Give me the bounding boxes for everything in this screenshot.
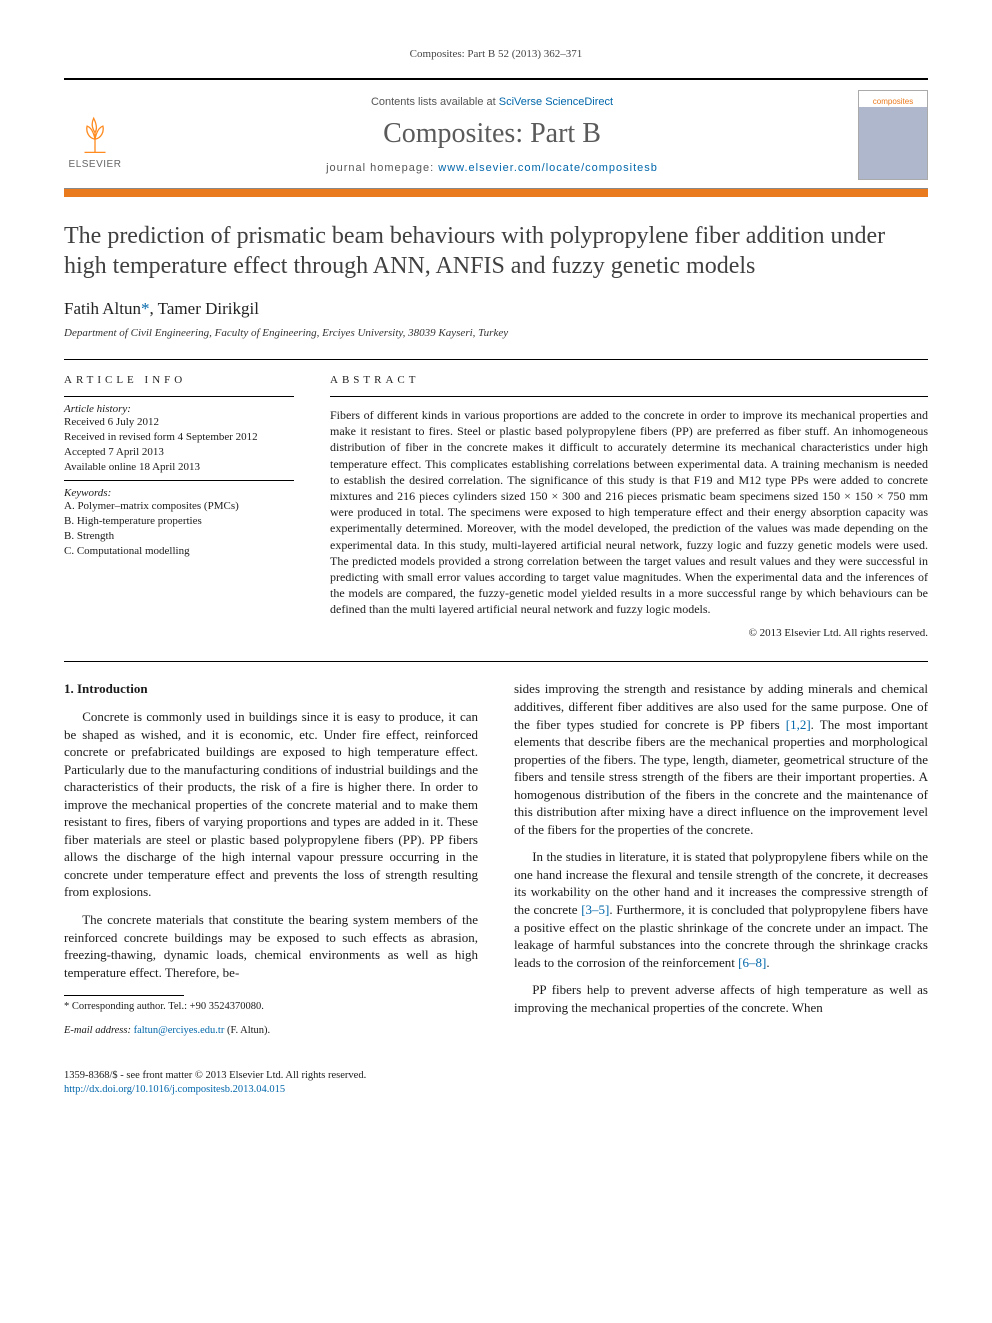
para: In the studies in literature, it is stat… <box>514 848 928 971</box>
rule <box>64 359 928 360</box>
cover-word: composites <box>873 97 913 106</box>
history-label: Article history: <box>64 403 294 415</box>
authors: Fatih Altun*, Tamer Dirikgil <box>64 299 928 319</box>
history-lines: Received 6 July 2012 Received in revised… <box>64 415 294 474</box>
author-1: Fatih Altun <box>64 299 141 318</box>
abstract-block: ABSTRACT Fibers of different kinds in va… <box>330 374 928 639</box>
homepage-prefix: journal homepage: <box>326 162 438 174</box>
column-left: 1. Introduction Concrete is commonly use… <box>64 680 478 1047</box>
article-info-heading: ARTICLE INFO <box>64 374 294 386</box>
header-band: ELSEVIER Contents lists available at Sci… <box>64 78 928 189</box>
email-link[interactable]: faltun@erciyes.edu.tr <box>134 1025 225 1036</box>
info-row: ARTICLE INFO Article history: Received 6… <box>64 374 928 639</box>
article-title: The prediction of prismatic beam behavio… <box>64 221 928 281</box>
publisher-name: ELSEVIER <box>69 159 122 170</box>
email-suffix: (F. Altun). <box>227 1025 270 1036</box>
para-frag: . <box>766 955 769 970</box>
footnotes: * Corresponding author. Tel.: +90 352437… <box>64 1000 478 1037</box>
body-rule <box>64 661 928 662</box>
journal-name: Composites: Part B <box>142 118 842 150</box>
keyword-item: A. Polymer–matrix composites (PMCs) <box>64 499 294 514</box>
contents-line: Contents lists available at SciVerse Sci… <box>142 96 842 108</box>
article-info: ARTICLE INFO Article history: Received 6… <box>64 374 294 639</box>
para: The concrete materials that constitute t… <box>64 911 478 981</box>
page: Composites: Part B 52 (2013) 362–371 ELS… <box>0 0 992 1137</box>
para: PP fibers help to prevent adverse affect… <box>514 981 928 1016</box>
column-right: sides improving the strength and resista… <box>514 680 928 1047</box>
publisher-logo: ELSEVIER <box>64 100 126 170</box>
keyword-item: C. Computational modelling <box>64 544 294 559</box>
sciencedirect-link[interactable]: SciVerse ScienceDirect <box>499 96 613 108</box>
affiliation: Department of Civil Engineering, Faculty… <box>64 327 928 339</box>
citation-line: Composites: Part B 52 (2013) 362–371 <box>64 48 928 60</box>
abstract-text: Fibers of different kinds in various pro… <box>330 407 928 617</box>
header-center: Contents lists available at SciVerse Sci… <box>142 96 842 174</box>
ref-link[interactable]: [6–8] <box>738 955 766 970</box>
front-matter-line: 1359-8368/$ - see front matter © 2013 El… <box>64 1069 928 1083</box>
keyword-lines: A. Polymer–matrix composites (PMCs) B. H… <box>64 499 294 558</box>
section-heading: 1. Introduction <box>64 680 478 698</box>
email-label: E-mail address: <box>64 1025 134 1036</box>
contents-prefix: Contents lists available at <box>371 96 499 108</box>
footer: 1359-8368/$ - see front matter © 2013 El… <box>64 1069 928 1096</box>
para: sides improving the strength and resista… <box>514 680 928 838</box>
doi-link[interactable]: http://dx.doi.org/10.1016/j.compositesb.… <box>64 1084 285 1095</box>
keyword-item: B. Strength <box>64 529 294 544</box>
keyword-item: B. High-temperature properties <box>64 514 294 529</box>
history-item: Received in revised form 4 September 201… <box>64 430 294 445</box>
ref-link[interactable]: [1,2] <box>786 717 811 732</box>
history-item: Received 6 July 2012 <box>64 415 294 430</box>
abstract-heading: ABSTRACT <box>330 374 928 386</box>
elsevier-tree-icon <box>74 113 116 155</box>
homepage-line: journal homepage: www.elsevier.com/locat… <box>142 162 842 174</box>
history-item: Accepted 7 April 2013 <box>64 445 294 460</box>
corr-footnote: * Corresponding author. Tel.: +90 352437… <box>64 1000 478 1014</box>
journal-cover-thumb: composites <box>858 90 928 180</box>
keywords-label: Keywords: <box>64 487 294 499</box>
orange-rule <box>64 189 928 197</box>
author-2: , Tamer Dirikgil <box>149 299 258 318</box>
email-footnote: E-mail address: faltun@erciyes.edu.tr (F… <box>64 1024 478 1038</box>
history-item: Available online 18 April 2013 <box>64 460 294 475</box>
body-columns: 1. Introduction Concrete is commonly use… <box>64 680 928 1047</box>
para: Concrete is commonly used in buildings s… <box>64 708 478 901</box>
copyright: © 2013 Elsevier Ltd. All rights reserved… <box>330 627 928 639</box>
ref-link[interactable]: [3–5] <box>581 902 609 917</box>
homepage-link[interactable]: www.elsevier.com/locate/compositesb <box>438 162 658 174</box>
footnote-rule <box>64 995 184 996</box>
para-frag: . The most important elements that descr… <box>514 717 928 837</box>
